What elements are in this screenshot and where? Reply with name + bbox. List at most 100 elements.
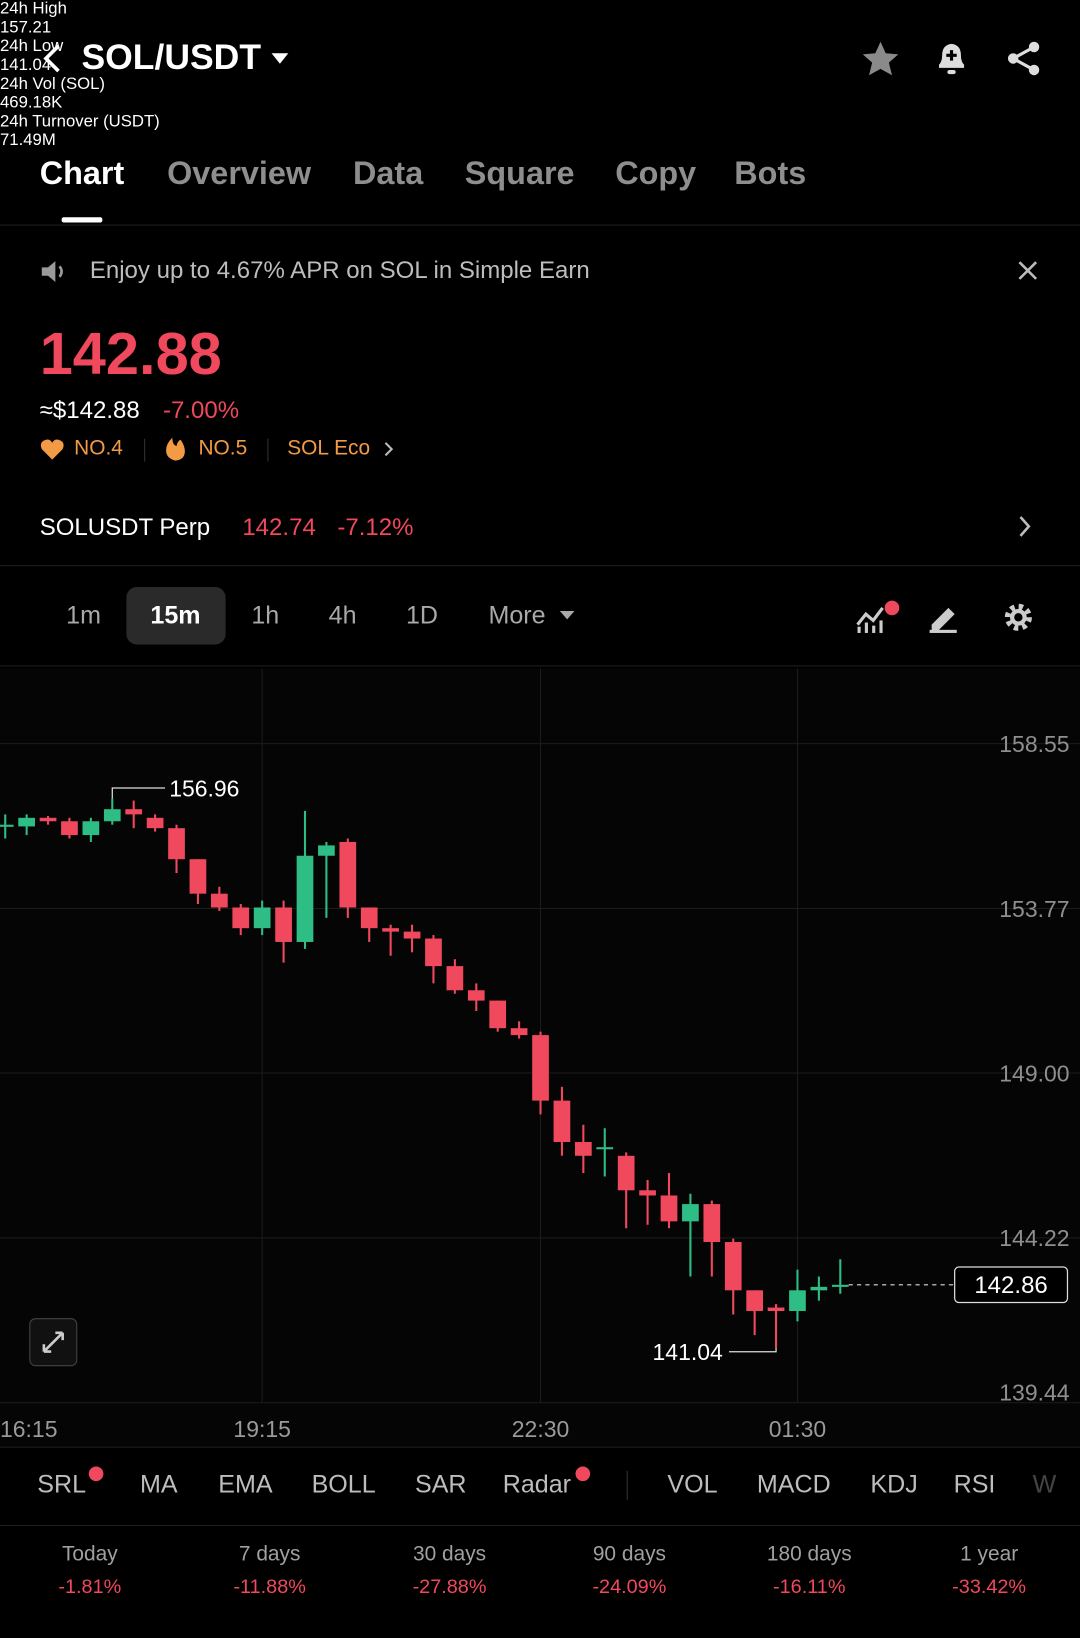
stat-label: 24h Turnover (USDT): [0, 112, 160, 131]
indicator[interactable]: SAR: [414, 1470, 467, 1499]
usd-price: ≈$142.88: [39, 395, 140, 424]
min-label: 141.04: [653, 1339, 723, 1365]
draw-icon[interactable]: [928, 602, 961, 633]
chevron[interactable]: [1017, 514, 1032, 539]
stat-value: 141.04: [0, 56, 52, 75]
interval[interactable]: 1h: [251, 601, 280, 630]
candle-body: [360, 907, 378, 929]
stat-value: 71.49M: [0, 131, 56, 150]
indicator[interactable]: RSI: [953, 1470, 996, 1499]
candle-body: [746, 1290, 763, 1312]
interval[interactable]: 1D: [405, 601, 439, 630]
last-price-box: [954, 1266, 1069, 1304]
stat-label: 24h High: [0, 0, 67, 18]
candle-body: [61, 821, 78, 836]
hot-badge[interactable]: NO.5: [198, 436, 248, 460]
interval[interactable]: 4h: [328, 601, 357, 630]
hot-icon: [166, 437, 185, 461]
close-banner[interactable]: [1016, 259, 1039, 282]
candle-body: [810, 1286, 828, 1291]
annotation-line: [729, 1347, 777, 1353]
indicator-icon[interactable]: [854, 600, 902, 636]
alert-icon[interactable]: [934, 40, 970, 78]
interval[interactable]: 1m: [66, 601, 101, 630]
indicator[interactable]: SRL: [37, 1470, 87, 1499]
perp-price: 142.74: [242, 512, 316, 541]
candle-body: [210, 893, 228, 908]
share-icon[interactable]: [1005, 40, 1043, 78]
stat-label: 24h Low: [0, 37, 64, 56]
indicator[interactable]: MA: [139, 1470, 178, 1499]
fullscreen-button[interactable]: [29, 1318, 78, 1367]
fullscreen-icon: [42, 1331, 64, 1353]
promo-banner[interactable]: Enjoy up to 4.67% APR on SOL in Simple E…: [89, 255, 590, 284]
new-dot: [575, 1466, 591, 1482]
tab[interactable]: Square: [464, 154, 575, 192]
candle-body: [682, 1204, 699, 1222]
indicator[interactable]: W: [1032, 1470, 1057, 1499]
candle-body: [489, 1000, 507, 1029]
settings-icon[interactable]: [1003, 602, 1034, 633]
candle-body: [339, 841, 357, 908]
period-label: 90 days: [592, 1542, 666, 1566]
x-tick-label: 16:15: [0, 1416, 57, 1442]
candle-body: [446, 966, 464, 991]
indicator[interactable]: BOLL: [311, 1470, 376, 1499]
interval[interactable]: 15m: [150, 601, 201, 630]
indicator[interactable]: MACD: [756, 1470, 831, 1499]
candle-body: [82, 821, 100, 836]
more-caret[interactable]: [559, 609, 576, 622]
candle-body: [510, 1028, 528, 1036]
tab[interactable]: Chart: [39, 154, 125, 192]
divider: [0, 665, 1080, 667]
candle-body: [660, 1195, 678, 1222]
period-label: 30 days: [412, 1542, 487, 1566]
perp-change: -7.12%: [337, 512, 414, 541]
favorite-icon[interactable]: [861, 40, 901, 78]
new-dot: [88, 1466, 104, 1482]
stats: 24h High 157.21 24h Low 141.04 24h Vol (SOL)…: [0, 0, 1080, 150]
tab[interactable]: Data: [353, 154, 424, 192]
badge-icon: [40, 439, 64, 460]
tab[interactable]: Copy: [615, 154, 697, 192]
back-button[interactable]: [40, 42, 65, 75]
period-label: 7 days: [238, 1542, 301, 1566]
candle-body: [617, 1155, 635, 1191]
candle-body: [703, 1204, 721, 1243]
tab[interactable]: Overview: [167, 154, 312, 192]
rank-badge[interactable]: NO.4: [74, 436, 123, 460]
candle-body: [146, 817, 164, 829]
pair-caret[interactable]: [269, 50, 290, 67]
pair-title[interactable]: SOL/USDT: [81, 37, 262, 78]
candle-body: [189, 859, 207, 894]
max-label: 156.96: [169, 775, 239, 801]
last-price: 142.88: [39, 320, 222, 388]
eco-badge[interactable]: SOL Eco: [287, 436, 371, 460]
indicator[interactable]: EMA: [218, 1470, 273, 1499]
candlestick-chart: 158.55 153.77 149.00 144.22 139.44 16:15 19:15…: [0, 668, 1080, 1447]
indicator[interactable]: VOL: [667, 1470, 718, 1499]
candle-body: [125, 809, 143, 815]
candle-body: [596, 1147, 614, 1150]
speaker-icon: [41, 261, 63, 283]
period-label: 1 year: [960, 1542, 1019, 1566]
candle-body: [767, 1307, 785, 1312]
candle-body: [831, 1284, 849, 1287]
candle-body: [296, 855, 314, 942]
candle-body: [574, 1142, 592, 1156]
indicator[interactable]: KDJ: [870, 1470, 918, 1499]
candle-body: [639, 1190, 656, 1196]
candle-body: [232, 907, 250, 929]
interval[interactable]: More: [488, 601, 546, 630]
divider: [0, 565, 1080, 567]
indicator[interactable]: Radar: [502, 1470, 572, 1499]
x-tick-label: 01:30: [769, 1416, 826, 1442]
tab[interactable]: Bots: [734, 154, 807, 192]
perp-name[interactable]: SOLUSDT Perp: [39, 512, 211, 541]
separator: [626, 1470, 628, 1500]
interval-selected-bg: [126, 587, 226, 645]
candle-body: [553, 1100, 571, 1143]
annotation-line: [111, 787, 166, 799]
